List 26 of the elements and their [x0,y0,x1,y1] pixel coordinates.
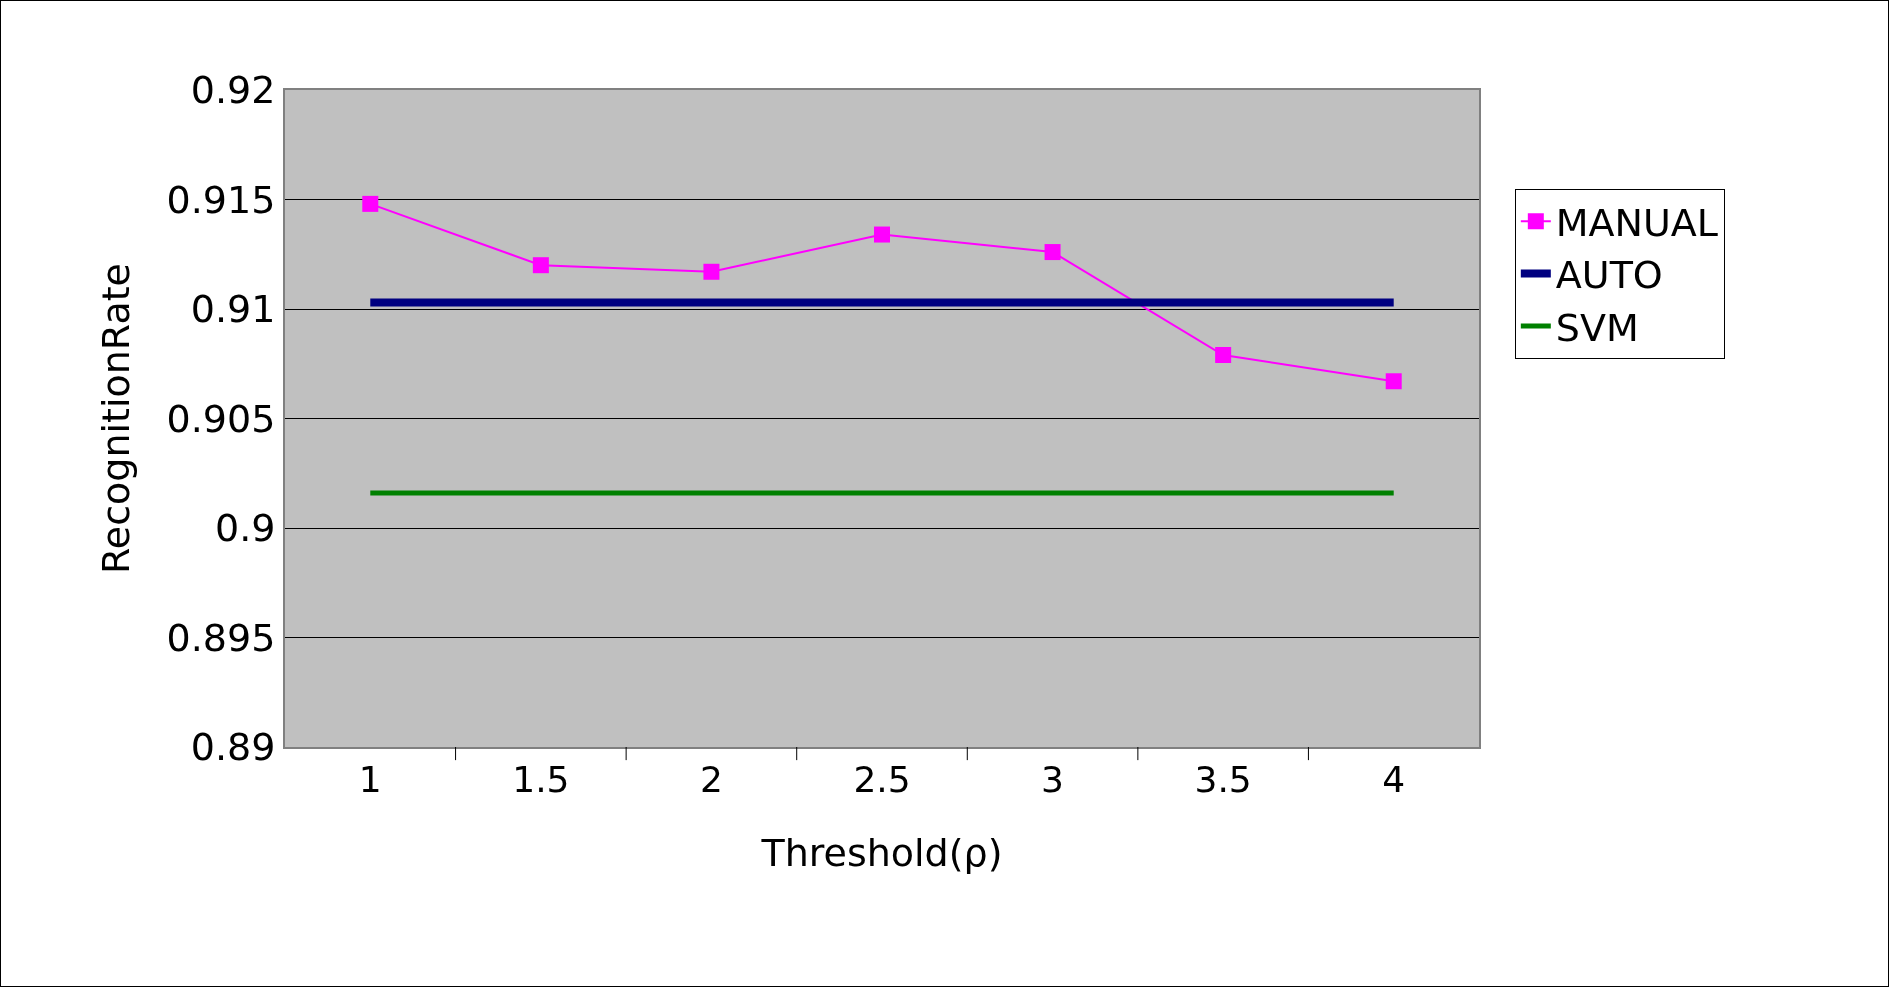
legend-label: AUTO [1555,253,1663,298]
point [532,257,549,274]
x-tick-label: 4 [1382,759,1406,801]
x-tick-label: 2.5 [853,759,911,801]
x-tick-label: 3.5 [1194,759,1252,801]
y-tick-label: 0.91 [190,287,276,332]
legend-label: SVM [1555,305,1639,350]
point [1215,346,1232,363]
point [1044,244,1061,261]
y-axis-title: RecognitionRate [94,263,139,574]
y-tick-label: 0.905 [166,396,276,441]
point [362,195,379,212]
x-tick-label: 1 [358,759,382,801]
x-tick-label: 1.5 [512,759,570,801]
y-tick-label: 0.895 [166,615,276,660]
y-tick-label: 0.9 [214,506,276,551]
x-axis-title: Threshold(ρ) [760,830,1003,875]
y-tick-label: 0.915 [166,177,276,222]
point [703,263,720,280]
y-tick-label: 0.89 [190,725,276,770]
y-tick-label: 0.92 [190,68,276,113]
x-tick-label: 3 [1041,759,1065,801]
x-tick-label: 2 [699,759,723,801]
point [874,226,890,243]
legend-label: MANUAL [1555,200,1719,245]
point [1385,373,1402,390]
